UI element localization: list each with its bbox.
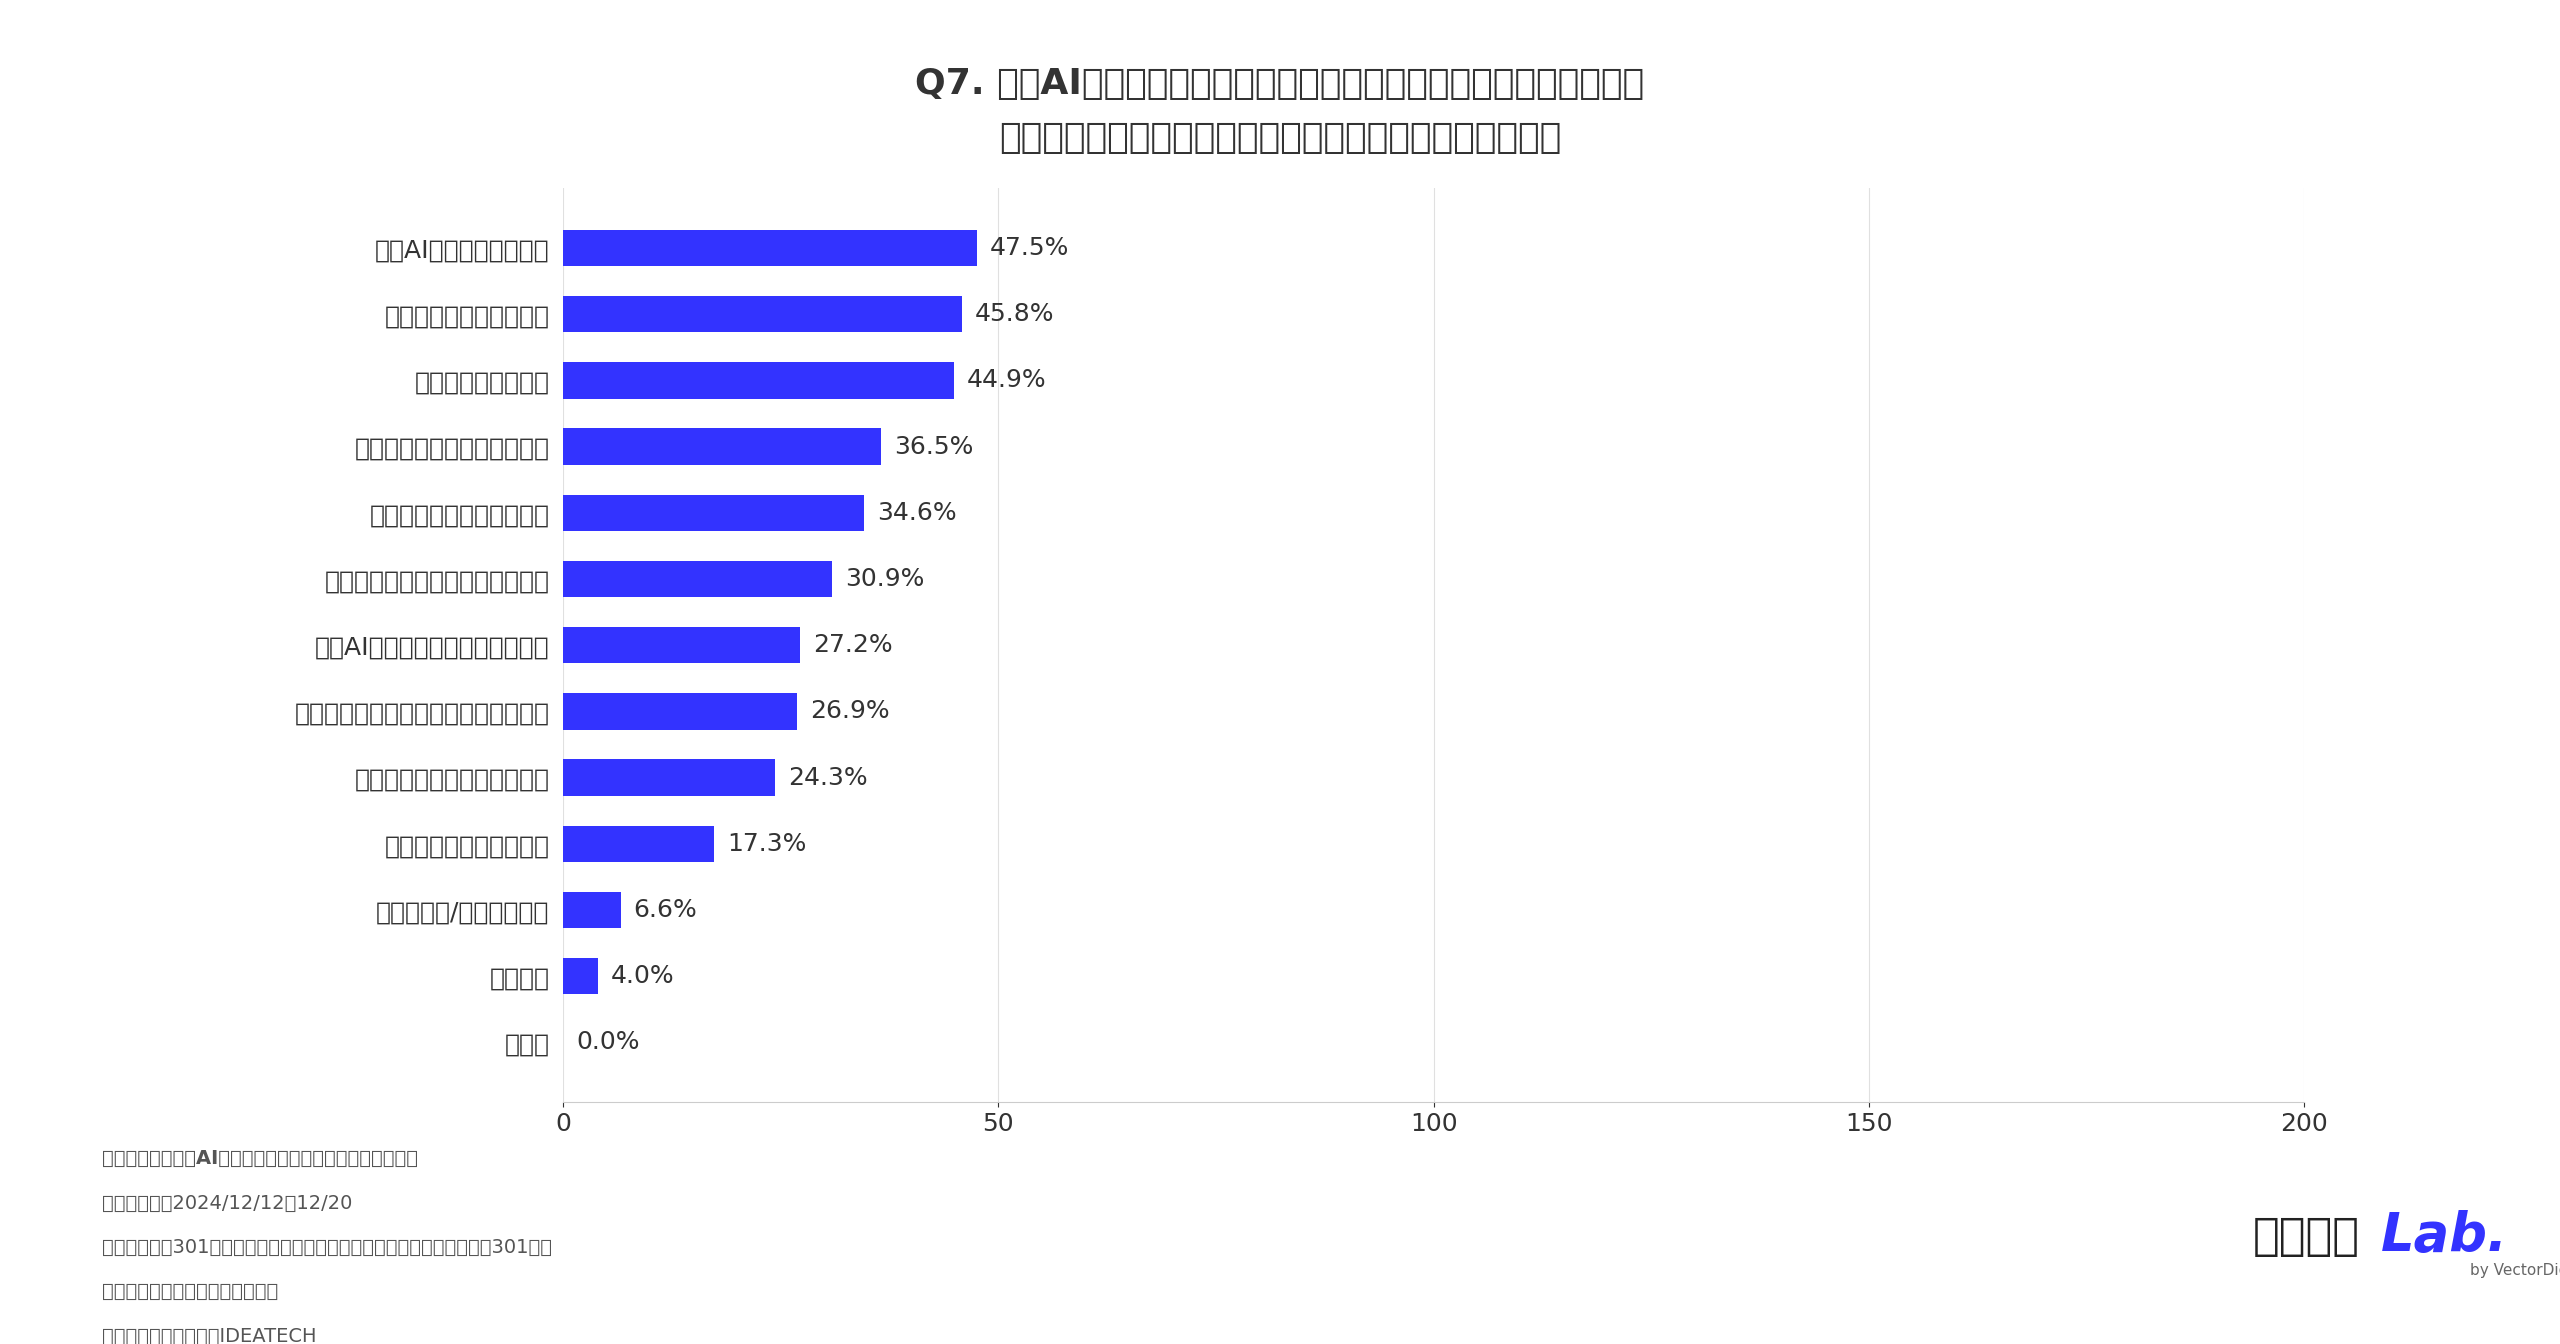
Bar [563, 958, 599, 995]
Text: Lab.: Lab. [2381, 1211, 2509, 1262]
Text: 4.0%: 4.0% [612, 964, 676, 988]
Text: ・調査対象：301名（事業会社に勤めているマーケティング部の管理職301名）: ・調査対象：301名（事業会社に勤めているマーケティング部の管理職301名） [102, 1238, 553, 1257]
Bar [563, 296, 963, 332]
Text: 0.0%: 0.0% [576, 1031, 640, 1054]
Text: 17.3%: 17.3% [727, 832, 806, 856]
Text: 6.6%: 6.6% [635, 898, 696, 922]
Text: 【調査内容：生成AIに対するマーケターの意識調査結果】: 【調査内容：生成AIに対するマーケターの意識調査結果】 [102, 1149, 417, 1168]
Text: 今後重視したい点を具体的に教えてください（複数回答）: 今後重視したい点を具体的に教えてください（複数回答） [998, 121, 1562, 155]
Text: Q7. 生成AI時代において、若手・中堅マーケターの育成にあたって、: Q7. 生成AI時代において、若手・中堅マーケターの育成にあたって、 [916, 67, 1644, 101]
Bar [563, 429, 881, 465]
Text: キーマケ: キーマケ [2253, 1215, 2360, 1258]
Text: ・調査期間：2024/12/12〜12/20: ・調査期間：2024/12/12〜12/20 [102, 1193, 353, 1212]
Text: 44.9%: 44.9% [968, 368, 1047, 392]
Bar [563, 495, 865, 531]
Text: ・調査方法：インターネット調査: ・調査方法：インターネット調査 [102, 1282, 279, 1301]
Bar [563, 891, 620, 929]
Text: by VectorDigital: by VectorDigital [2470, 1262, 2560, 1278]
Text: 26.9%: 26.9% [812, 699, 891, 723]
Text: 34.6%: 34.6% [878, 501, 957, 524]
Bar [563, 825, 714, 862]
Bar [563, 230, 978, 266]
Bar [563, 560, 832, 597]
Bar [563, 362, 955, 399]
Text: 47.5%: 47.5% [991, 237, 1070, 259]
Text: 30.9%: 30.9% [845, 567, 924, 591]
Bar [563, 694, 796, 730]
Bar [563, 759, 776, 796]
Text: ・実施機関：株式会社IDEATECH: ・実施機関：株式会社IDEATECH [102, 1327, 317, 1344]
Bar [563, 626, 799, 664]
Text: 45.8%: 45.8% [975, 302, 1055, 327]
Text: 24.3%: 24.3% [788, 766, 868, 789]
Text: 36.5%: 36.5% [893, 434, 973, 458]
Text: 27.2%: 27.2% [814, 633, 893, 657]
